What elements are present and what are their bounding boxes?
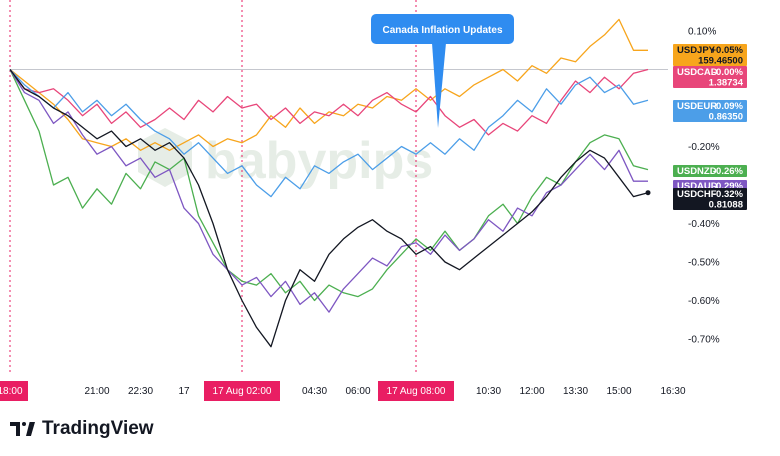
price-tag-symbol: USDAUD	[677, 181, 718, 192]
x-tick-label: 10:30	[476, 386, 501, 397]
price-tag-usdchf	[673, 188, 747, 210]
price-tag-change: -0.29%	[713, 181, 744, 192]
x-tick-label: 22:30	[128, 386, 153, 397]
x-tick-label: 16:30	[660, 386, 685, 397]
x-tick-label: 15:00	[606, 386, 631, 397]
y-tick-label: -0.20%	[688, 142, 720, 153]
y-tick-label: -0.50%	[688, 258, 720, 269]
y-tick-label: 0.10%	[688, 27, 716, 38]
price-tag-usdcad	[673, 66, 747, 88]
price-tag-usdjpy	[673, 44, 747, 66]
last-price-dot	[645, 190, 651, 196]
price-tag-price: 1.38734	[709, 78, 744, 89]
price-tag-symbol: USDJPY	[677, 45, 716, 56]
series-line-usdchf	[9, 69, 649, 348]
x-tick-label: 13:30	[563, 386, 588, 397]
price-tag-symbol: USDCAD	[677, 67, 718, 78]
series-lines	[9, 18, 649, 348]
tradingview-brand[interactable]: TradingView	[10, 418, 154, 440]
price-tag-symbol: USDCHF	[677, 189, 717, 200]
price-tag-change: -0.32%	[713, 189, 744, 200]
x-tick-highlight	[204, 381, 280, 401]
watermark-text: babypips	[205, 132, 433, 190]
x-tick-label: 04:30	[302, 386, 327, 397]
x-axis[interactable]: 18:00 21:00 22:30 17 17 Aug 02:00 04:30 06:00 1…	[0, 381, 686, 401]
y-tick-label: -0.40%	[688, 219, 720, 230]
price-tag-change: +0.05%	[711, 45, 744, 56]
series-line-usdeur	[9, 69, 649, 198]
series-line-usdnzd	[9, 69, 649, 302]
x-tick-label: 17 Aug 08:00	[387, 386, 446, 397]
price-tag-price: 0.86350	[709, 112, 743, 123]
x-tick-label: 17	[178, 386, 190, 397]
price-tag-change: -0.26%	[713, 166, 744, 177]
price-tag-usdnzd	[673, 165, 747, 177]
x-tick-label: 06:00	[345, 386, 370, 397]
x-tick-highlight	[0, 381, 28, 401]
x-tick-label: 21:00	[84, 386, 109, 397]
series-line-usdjpy	[9, 18, 648, 151]
x-tick-label: 12:00	[519, 386, 544, 397]
price-tag-price: 0.81088	[709, 200, 743, 211]
callout-text: Canada Inflation Updates	[382, 25, 502, 36]
x-tick-label: 18:00	[0, 386, 23, 397]
price-tag-change: -0.09%	[713, 101, 744, 112]
event-lines	[9, 0, 417, 372]
callout-box	[371, 14, 514, 44]
price-tag-change: -0.00%	[713, 67, 744, 78]
price-tag-symbol: USDNZD	[677, 166, 717, 177]
x-tick-label: 17 Aug 02:00	[213, 386, 272, 397]
price-tag-price: 159.46500	[698, 56, 743, 67]
tradingview-logo-icon	[10, 420, 36, 438]
event-callout: Canada Inflation Updates	[371, 14, 514, 128]
series-line-usdaud	[9, 69, 648, 313]
brand-name: TradingView	[42, 418, 154, 439]
price-tag-symbol: USDEUR	[677, 101, 717, 112]
y-tick-label: -0.70%	[688, 335, 720, 346]
price-tag-usdeur	[673, 100, 747, 122]
y-tick-label: -0.60%	[688, 296, 720, 307]
x-tick-highlight	[378, 381, 454, 401]
price-tags: USDJPY+0.05%159.46500USDCAD-0.00%1.38734…	[673, 44, 747, 211]
series-line-usdcad	[9, 68, 649, 136]
callout-pointer	[432, 43, 446, 128]
